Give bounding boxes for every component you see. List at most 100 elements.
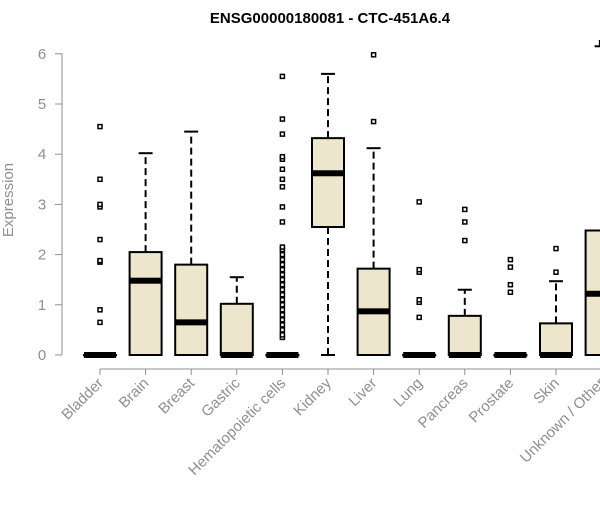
outlier-point [280,167,284,171]
outlier-point [417,298,421,302]
median-line [540,352,572,358]
box-group [403,200,435,358]
outlier-point [280,253,284,257]
chart-title: ENSG00000180081 - CTC-451A6.4 [210,10,451,27]
outlier-point [508,258,512,262]
median-line [175,319,207,325]
x-tick-label: Gastric [198,374,244,420]
outlier-point [280,298,284,302]
median-line [221,352,253,358]
outlier-point [280,313,284,317]
outlier-point [280,220,284,224]
box-group [586,41,600,355]
outlier-point [508,290,512,294]
median-line [358,308,390,314]
outlier-point [280,245,284,249]
x-tick-label: Brain [116,375,153,412]
outlier-point [280,288,284,292]
outlier-point [417,200,421,204]
outlier-point [280,283,284,287]
outlier-point [98,125,102,129]
y-tick-label: 2 [38,247,46,264]
box [449,316,481,355]
x-tick-label: Breast [155,374,198,417]
x-tick-label: Kidney [290,374,335,419]
box-group [540,247,572,358]
y-tick-label: 0 [38,347,46,364]
outlier-point [98,177,102,181]
outlier-point [280,258,284,262]
outlier-point [554,270,558,274]
box-group [84,125,116,358]
median-line [403,352,435,358]
y-tick-label: 6 [38,46,46,63]
outlier-point [98,238,102,242]
x-tick-label: Lung [390,375,426,411]
outlier-point [280,323,284,327]
outlier-point [417,268,421,272]
y-axis-label: Expression [0,163,17,237]
box-group [175,132,207,355]
outlier-point [280,263,284,267]
outlier-point [280,303,284,307]
outlier-point [280,132,284,136]
box-group [358,53,390,355]
outlier-point [280,268,284,272]
x-tick-label: Liver [345,375,380,410]
box [221,304,253,355]
y-axis: 0 1 2 3 4 5 6 [38,46,62,364]
box-group [266,74,298,358]
x-tick-label: Skin [530,375,563,408]
outlier-point [417,315,421,319]
box [312,138,344,227]
outlier-point [280,177,284,181]
median-line [449,352,481,358]
outlier-point [280,308,284,312]
outlier-point [98,259,102,263]
box-group [130,153,162,355]
outlier-point [98,202,102,206]
outlier-point [98,308,102,312]
median-line [494,352,526,358]
outlier-point [280,318,284,322]
median-line [266,352,298,358]
box-group [449,207,481,358]
outlier-point [98,320,102,324]
box [130,252,162,355]
box [540,323,572,355]
outlier-point [372,120,376,124]
outlier-point [280,155,284,159]
y-tick-label: 1 [38,297,46,314]
outlier-point [280,117,284,121]
median-line [84,352,116,358]
outlier-point [508,265,512,269]
outlier-point [463,220,467,224]
outlier-point [280,293,284,297]
outlier-point [280,205,284,209]
median-line [312,170,344,176]
x-tick-label: Prostate [466,375,518,427]
box [175,265,207,355]
outlier-point [372,53,376,57]
y-tick-label: 5 [38,96,46,113]
x-tick-label: Pancreas [415,375,472,432]
outlier-point [463,207,467,211]
outlier-point [280,333,284,337]
median-line [130,278,162,284]
x-tick-label: Bladder [58,375,107,424]
outlier-point [280,74,284,78]
outlier-point [554,247,558,251]
outlier-point [508,283,512,287]
outlier-point [280,273,284,277]
median-line [586,291,600,297]
outlier-point [463,239,467,243]
outlier-point [280,278,284,282]
y-tick-label: 4 [38,146,46,163]
outlier-point [280,185,284,189]
box-group [494,258,526,358]
outlier-point [280,328,284,332]
y-tick-label: 3 [38,196,46,213]
